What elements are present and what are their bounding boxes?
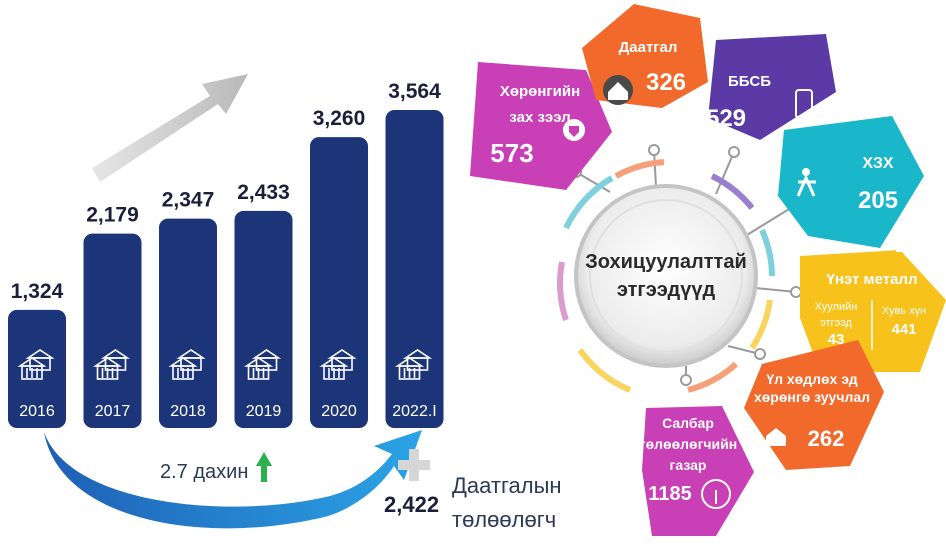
growth-arrow [92,74,248,182]
bar-value-label: 1,324 [11,280,64,303]
bar-value-label: 3,260 [313,107,366,130]
regulated-entities-diagram: Зохицуулалттай этгээдүүд Хөрөнгийн зах зэ… [470,4,946,536]
bar-category-label: 2022.I [392,403,436,420]
petal-shape [800,250,946,372]
petal-group: Хөрөнгийн зах зээл 573 Даатгал 326 ББСБ 529 ХЗХ… [470,4,946,536]
petal-name: газар [670,457,707,473]
petal-sub-label: Хуулийн [815,301,858,313]
petal-shape [708,34,836,140]
petal-value: 262 [808,426,845,451]
bar-category-label: 2017 [95,403,131,420]
petal-2: Даатгал 326 [582,4,708,108]
petal-name: Даатгал [619,39,678,56]
petal-shape [470,62,612,190]
tree-icon [701,479,731,509]
bar-2020 [310,137,368,428]
insurance-label-line2: төлөөлөгч [452,507,556,532]
building-icon [243,349,282,380]
bar-value-label: 3,564 [388,80,441,103]
petal-1: Хөрөнгийн зах зээл 573 [470,62,612,190]
plus-icon [398,449,430,481]
bar-2017 [83,233,142,428]
petal-name: Үл хөдлөх эд [766,371,857,387]
growth-swoosh [44,430,422,529]
petal-5: Үнэт металл Хуулийн этгээд 43 Хувь хүн 441 [800,240,946,372]
petal-name: Хөрөнгийн [500,83,580,100]
petal-name: ХЗХ [862,155,893,172]
bar-2019 [234,210,293,428]
center-inner-ring [589,199,743,353]
bar-category-label: 2019 [246,403,282,420]
building-icon [168,349,206,380]
petal-6: Үл хөдлөх эд хөрөнгө зуучлал 262 [744,340,884,470]
building-icon [92,349,131,380]
bar-category-label: 2018 [170,403,206,420]
connector-line [755,287,797,293]
petal-value: 326 [646,69,686,96]
petal-value: 205 [858,187,898,214]
center-ring [557,159,775,393]
petal-name: Үнэт металл [827,271,918,288]
bar-category-label: 2020 [321,403,357,420]
insurance-value: 2,422 [384,492,439,517]
building-icon [319,349,357,380]
petal-shape [778,116,924,248]
petal-4: ХЗХ 205 [778,116,924,248]
petal-3: ББСБ 529 [706,34,836,140]
connector-dot [680,374,692,386]
bar-value-label: 2,179 [86,204,139,227]
petal-name: хөрөнгө зуучлал [754,389,870,405]
bar-value-label: 2,433 [237,181,290,204]
people-icon [796,168,816,197]
phone-icon [795,89,813,119]
connector-line [575,171,611,193]
petal-sub-label: Хувь хүн [882,305,926,317]
petal-name: ББСБ [728,73,771,90]
petal-sub-value: 441 [891,321,916,338]
petal-sub-value: 43 [828,331,845,348]
center-circle [574,184,758,368]
petal-name: төлөөлөгчийн [639,436,737,452]
house-umbrella-icon [603,75,633,105]
center-title-line2: этгээдүүд [617,279,716,301]
connector-line [741,205,795,239]
petal-7: Салбар төлөөлөгчийн газар 1185 [639,406,754,536]
center-title-line1: Зохицуулалттай [585,251,746,273]
petal-value: 529 [706,105,746,132]
up-arrow-icon [256,452,272,482]
connector-dot [728,146,740,158]
bar-2018 [159,218,217,428]
connector-line [653,149,657,187]
connector-dot [790,286,802,298]
bar-2022.I [385,110,444,428]
home-icon [766,428,786,446]
bar-value-label: 2,347 [162,189,215,212]
connector-dot [648,144,660,156]
petal-sub-label: этгээд [820,317,852,329]
gold-bars-icon [896,240,918,252]
growth-label: 2.7 дахин [160,461,248,483]
building-icon [17,349,55,380]
petal-value: 573 [490,138,533,168]
petal-name: Салбар [662,415,714,431]
petal-name: зах зээл [509,109,570,126]
petal-value: 1185 [648,483,691,505]
connector-dot [754,348,766,360]
chart-shield-icon [563,119,585,141]
bar-category-label: 2016 [19,403,55,420]
building-icon [394,349,433,380]
connector-line [715,151,735,195]
bar-series: 1,324 2016 2,179 2017 2,347 2018 2,433 2019 3,26… [8,80,444,428]
insurance-label-line1: Даатгалын [452,473,562,498]
